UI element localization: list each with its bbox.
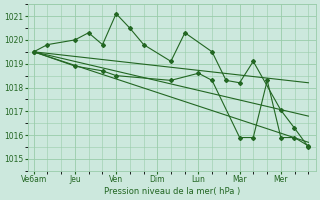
X-axis label: Pression niveau de la mer( hPa ): Pression niveau de la mer( hPa ) [104, 187, 240, 196]
